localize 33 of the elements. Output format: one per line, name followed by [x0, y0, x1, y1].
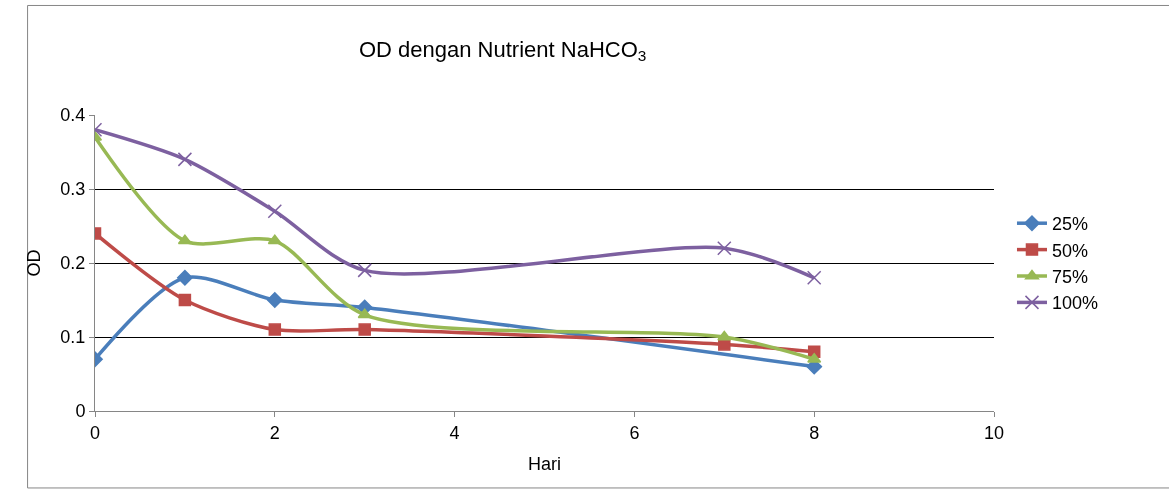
point [806, 270, 822, 286]
chart-title: OD dengan Nutrient NaHCO$_{3}$ [358, 36, 647, 65]
point [717, 240, 732, 256]
point [266, 292, 283, 308]
x-tick-label: 2 [269, 422, 280, 443]
point [268, 323, 282, 336]
x-tick-label: 0 [89, 422, 101, 443]
legend-label: 25% [1051, 214, 1089, 235]
y-tick-label: 0.3 [60, 179, 86, 200]
legend-label: 50% [1051, 240, 1089, 261]
y-tick-label: 0.4 [60, 105, 86, 126]
y-tick-label: 0 [75, 401, 86, 422]
legend-label: 75% [1051, 267, 1089, 288]
point [177, 234, 192, 245]
x-tick-label: 6 [629, 422, 640, 443]
point [717, 330, 732, 341]
x-tick-label: 8 [809, 422, 820, 443]
x-axis-title: Hari [527, 453, 562, 474]
point [177, 152, 193, 167]
point [357, 263, 372, 278]
y-tick-label: 0.1 [60, 327, 86, 348]
y-axis-title: OD [23, 249, 44, 277]
y-tick-label: 0.2 [60, 253, 86, 274]
point [267, 234, 282, 245]
point [267, 203, 283, 219]
x-tick-label: 10 [983, 422, 1005, 443]
point [357, 308, 372, 319]
point [178, 293, 192, 307]
legend-label: 100% [1051, 293, 1099, 314]
point [358, 323, 371, 336]
point [177, 269, 193, 286]
point [807, 352, 822, 363]
x-tick-label: 4 [449, 422, 460, 443]
